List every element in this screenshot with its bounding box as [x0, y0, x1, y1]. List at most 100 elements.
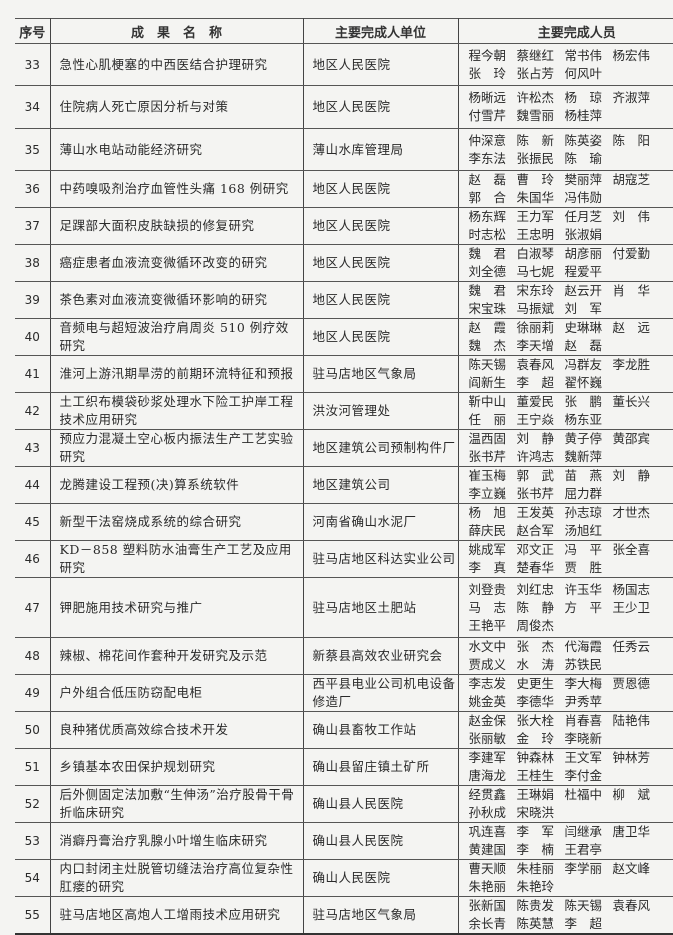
person-name: 李建军	[469, 749, 517, 767]
person-name: 李德华	[517, 693, 565, 711]
person-name: 陈天锡	[469, 356, 517, 374]
person-name: 金 玲	[517, 730, 565, 748]
person-name: 陈天锡	[565, 897, 613, 915]
person-name: 李立巍	[469, 485, 517, 503]
person-name: 楚春华	[517, 559, 565, 577]
row-people: 崔玉梅郭 武苗 燕刘 静李立巍张书芹屈力群	[458, 467, 673, 504]
row-seq: 40	[15, 319, 50, 356]
row-seq: 54	[15, 860, 50, 897]
person-name: 魏雪丽	[517, 107, 565, 125]
row-title: 乡镇基本农田保护规划研究	[50, 749, 303, 786]
row-unit: 驻马店地区气象局	[303, 897, 458, 935]
row-unit: 地区人民医院	[303, 282, 458, 319]
person-name: 何风叶	[565, 65, 613, 83]
person-name: 魏 君	[469, 245, 517, 263]
person-name: 靳中山	[469, 393, 517, 411]
person-name: 刘红忠	[517, 581, 565, 599]
row-title: 龙腾建设工程预(决)算系统软件	[50, 467, 303, 504]
row-title: KD－858 塑料防水油膏生产工艺及应用研究	[50, 541, 303, 578]
person-name: 王艳平	[469, 617, 517, 635]
person-name: 杨东亚	[565, 411, 613, 429]
row-seq: 49	[15, 675, 50, 712]
row-unit: 新蔡县高效农业研究会	[303, 638, 458, 675]
person-name: 李 超	[565, 915, 613, 933]
person-name: 时志松	[469, 226, 517, 244]
person-name: 杨 旭	[469, 504, 517, 522]
person-name: 袁春风	[517, 356, 565, 374]
person-name: 赵云开	[565, 282, 613, 300]
row-seq: 36	[15, 171, 50, 208]
row-unit: 地区人民医院	[303, 171, 458, 208]
person-name: 杜福中	[565, 786, 613, 804]
person-name: 孙秋成	[469, 804, 517, 822]
person-name: 陈 静	[517, 599, 565, 617]
people-list: 魏 君白淑琴胡彦丽付爱勤刘全德马七妮程爱平	[469, 245, 673, 281]
row-seq: 48	[15, 638, 50, 675]
person-name: 魏新萍	[565, 448, 613, 466]
row-people: 杨东辉王力军任月芝刘 伟时志松王忠明张淑娟	[458, 208, 673, 245]
person-name: 任秀云	[613, 638, 661, 656]
row-title: 住院病人死亡原因分析与对策	[50, 86, 303, 129]
person-name: 贾 胜	[565, 559, 613, 577]
person-name: 孙志琼	[565, 504, 613, 522]
person-name: 郭 合	[469, 189, 517, 207]
person-name: 任月芝	[565, 208, 613, 226]
person-name: 赵 磊	[469, 171, 517, 189]
person-name: 王桂生	[517, 767, 565, 785]
row-seq: 43	[15, 430, 50, 467]
row-seq: 41	[15, 356, 50, 393]
row-people: 姚成军邓文正冯 平张全喜李 真楚春华贾 胜	[458, 541, 673, 578]
row-unit: 驻马店地区气象局	[303, 356, 458, 393]
person-name: 许玉华	[565, 581, 613, 599]
person-name: 朱桂丽	[517, 860, 565, 878]
people-list: 李建军钟森林王文军钟林芳唐海龙王桂生李付金	[469, 749, 673, 785]
header-seq: 序号	[15, 19, 50, 44]
person-name: 付雪芹	[469, 107, 517, 125]
row-people: 赵 磊曹 玲樊丽萍胡寇芝郭 合朱国华冯伟勋	[458, 171, 673, 208]
row-unit: 驻马店地区科达实业公司	[303, 541, 458, 578]
header-title: 成 果 名 称	[50, 19, 303, 44]
people-list: 赵金保张大栓肖春喜陆艳伟张丽敏金 玲李晓新	[469, 712, 673, 748]
person-name: 屈力群	[565, 485, 613, 503]
people-list: 杨晰远许松杰杨 琼齐淑萍付雪芹魏雪丽杨桂萍	[469, 89, 673, 125]
people-list: 刘登贵刘红忠许玉华杨国志马 志陈 静方 平王少卫王艳平周俊杰	[469, 581, 673, 635]
person-name: 宋宝珠	[469, 300, 517, 318]
person-name: 杨东辉	[469, 208, 517, 226]
person-name: 杨晰远	[469, 89, 517, 107]
row-people: 李建军钟森林王文军钟林芳唐海龙王桂生李付金	[458, 749, 673, 786]
person-name: 方 平	[565, 599, 613, 617]
person-name: 齐淑萍	[613, 89, 661, 107]
person-name: 尹秀苹	[565, 693, 613, 711]
person-name: 陈贵发	[517, 897, 565, 915]
person-name: 张振民	[517, 150, 565, 168]
person-name: 王力军	[517, 208, 565, 226]
people-list: 魏 君宋东玲赵云开肖 华宋宝珠马振斌刘 军	[469, 282, 673, 318]
person-name: 水 涛	[517, 656, 565, 674]
row-unit: 地区人民医院	[303, 245, 458, 282]
row-title: 钾肥施用技术研究与推广	[50, 578, 303, 638]
person-name: 许松杰	[517, 89, 565, 107]
row-seq: 45	[15, 504, 50, 541]
person-name: 徐丽莉	[517, 319, 565, 337]
person-name: 赵 磊	[565, 337, 613, 355]
person-name: 柳 斌	[613, 786, 661, 804]
person-name: 张 玲	[469, 65, 517, 83]
row-people: 张新国陈贵发陈天锡袁春风余长青陈英慧李 超	[458, 897, 673, 935]
people-list: 赵 磊曹 玲樊丽萍胡寇芝郭 合朱国华冯伟勋	[469, 171, 673, 207]
person-name: 张新国	[469, 897, 517, 915]
person-name: 史更生	[517, 675, 565, 693]
row-seq: 51	[15, 749, 50, 786]
person-name: 钟森林	[517, 749, 565, 767]
person-name: 袁春风	[613, 897, 661, 915]
row-people: 巩连喜李 军闫继承唐卫华黄建国李 楠王君亭	[458, 823, 673, 860]
row-title: 预应力混凝土空心板内振法生产工艺实验研究	[50, 430, 303, 467]
row-people: 靳中山董爱民张 鹏董长兴任 丽王宁焱杨东亚	[458, 393, 673, 430]
